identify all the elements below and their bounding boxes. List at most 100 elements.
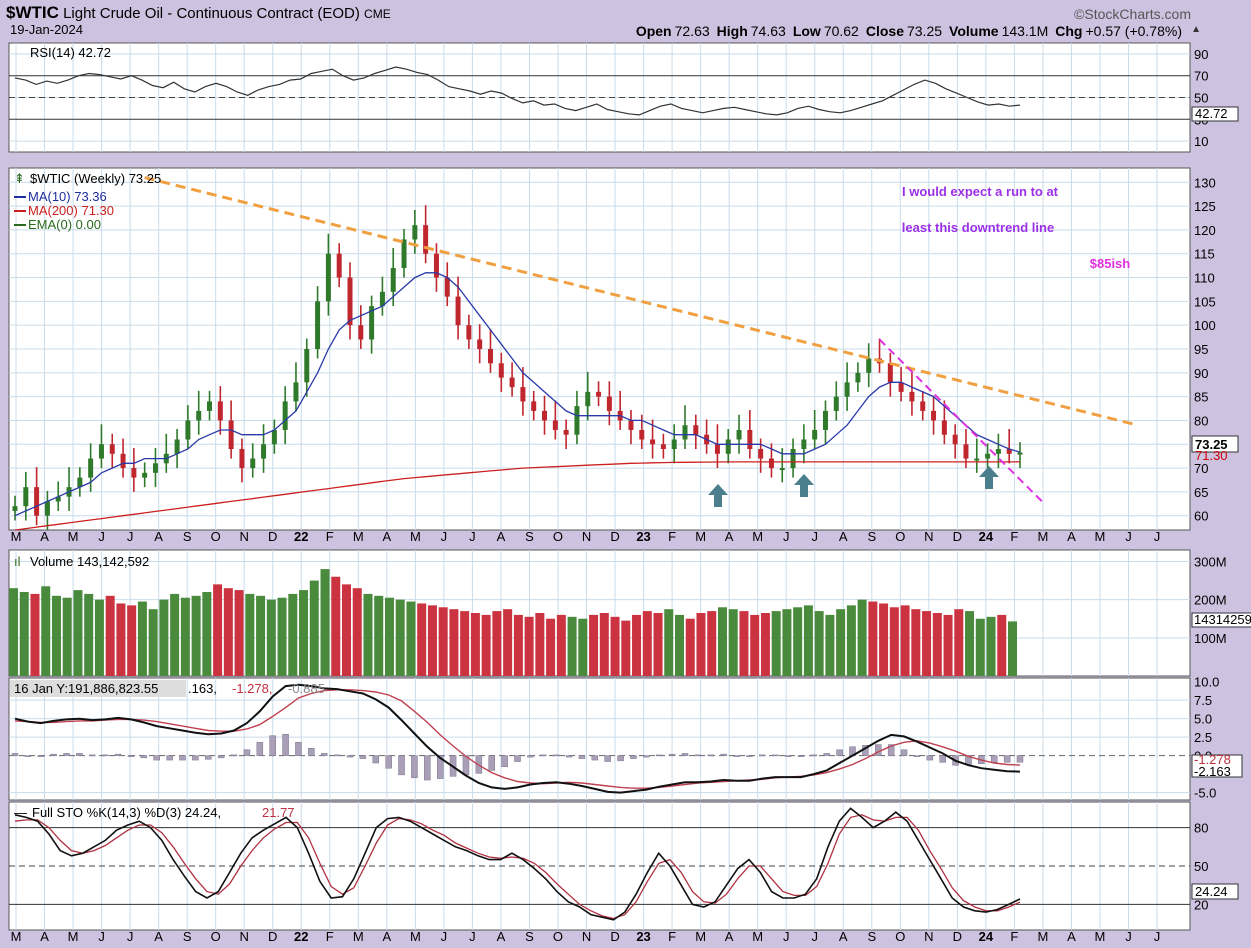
x-label: M xyxy=(1095,529,1106,544)
price-body xyxy=(120,453,126,469)
price-body xyxy=(563,429,569,435)
price-body xyxy=(174,439,180,454)
macd-hist xyxy=(192,755,199,761)
panel-macd xyxy=(8,677,1191,801)
quote-label-chg: Chg xyxy=(1055,23,1083,39)
volume-bar xyxy=(449,609,459,676)
price-body xyxy=(801,439,807,450)
y-tick: -5.0 xyxy=(1194,786,1216,801)
macd-hist xyxy=(591,755,599,761)
quote-value-volume: 143.1M xyxy=(1001,23,1049,39)
price-body xyxy=(444,277,450,297)
macd-hist xyxy=(436,755,444,779)
x-label: S xyxy=(867,929,876,944)
volume-bar xyxy=(234,590,244,676)
volume-bar xyxy=(191,595,201,676)
quote-label-open: Open xyxy=(635,23,672,39)
macd-badge-box xyxy=(1191,754,1243,778)
macd-hist xyxy=(565,755,573,758)
price-body xyxy=(1017,452,1023,455)
macd-hist xyxy=(295,742,302,756)
volume-bar xyxy=(470,613,480,676)
quote-value-chg: +0.57 (+0.78%) xyxy=(1085,23,1182,39)
sto-d-label: 21.77 xyxy=(262,805,295,820)
macd-hist xyxy=(76,753,83,756)
macd-hist xyxy=(630,755,637,759)
x-label: O xyxy=(553,929,563,944)
volume-bar xyxy=(438,607,448,676)
chart-title: $WTIC Light Crude Oil - Continuous Contr… xyxy=(6,3,391,23)
x-label: M xyxy=(1095,929,1106,944)
x-label: S xyxy=(525,529,534,544)
x-label: A xyxy=(725,929,734,944)
price-body xyxy=(779,468,785,471)
collapse-arrow-icon[interactable]: ▲ xyxy=(1191,24,1201,35)
y-tick: 110 xyxy=(1194,271,1215,286)
x-label: D xyxy=(610,929,619,944)
price-body xyxy=(390,268,396,292)
y-tick: 90 xyxy=(1194,47,1208,62)
macd-hist xyxy=(398,755,405,776)
macd-hist xyxy=(720,753,727,756)
y-tick: 105 xyxy=(1194,294,1216,309)
y-tick: 10.0 xyxy=(1194,675,1219,690)
price-body xyxy=(282,401,288,430)
volume-bar xyxy=(427,605,437,676)
volume-bar xyxy=(846,605,856,676)
macd-hist xyxy=(89,754,96,757)
x-label: F xyxy=(326,929,334,944)
macd-hist xyxy=(385,755,392,769)
x-label: J xyxy=(783,929,790,944)
volume-bar xyxy=(503,609,513,676)
price-body xyxy=(628,420,634,430)
macd-hist xyxy=(372,755,380,764)
macd-hist xyxy=(114,753,122,756)
macd-hist xyxy=(50,753,57,756)
price-body xyxy=(552,420,558,430)
x-label: F xyxy=(668,929,676,944)
volume-bar xyxy=(675,614,684,676)
quote-value-close: 73.25 xyxy=(906,23,943,39)
price-body xyxy=(142,472,148,478)
volume-bar xyxy=(374,595,384,676)
x-label: O xyxy=(895,529,905,544)
macd-label-box xyxy=(10,680,186,697)
volume-bar xyxy=(728,609,738,676)
sto-k-line xyxy=(14,807,1021,921)
x-label: J xyxy=(441,929,448,944)
x-label: 23 xyxy=(636,529,650,544)
exchange: CME xyxy=(364,7,391,21)
price-body xyxy=(23,487,29,507)
macd-hist xyxy=(127,755,135,757)
volume-bar xyxy=(739,611,749,676)
volume-bar xyxy=(599,613,609,676)
y-tick: 120 xyxy=(1194,223,1216,238)
price-badge: 73.25 xyxy=(1195,437,1228,452)
rsi-label: RSI(14) 42.72 xyxy=(30,45,111,60)
volume-bar xyxy=(352,588,362,676)
quote-value-low: 70.62 xyxy=(823,23,859,39)
volume-bar xyxy=(170,593,180,676)
volume-bar xyxy=(417,603,427,676)
volume-bar xyxy=(535,613,545,676)
y-tick: 7.5 xyxy=(1194,693,1212,708)
quote-value-high: 74.63 xyxy=(750,23,786,39)
x-label: A xyxy=(839,929,848,944)
price-body xyxy=(477,339,483,349)
support-arrow-icon xyxy=(794,474,814,497)
price-body xyxy=(44,501,50,516)
x-label: A xyxy=(40,929,49,944)
macd-hist xyxy=(308,747,315,756)
macd-hist xyxy=(320,753,328,756)
volume-bar xyxy=(395,599,405,676)
price-body xyxy=(498,363,504,378)
volume-bar xyxy=(868,601,878,676)
price-body xyxy=(660,444,666,450)
macd-hist xyxy=(501,755,508,767)
ma10-line xyxy=(14,272,1021,517)
macd-signal xyxy=(14,689,1021,789)
volume-bar xyxy=(782,609,792,676)
volume-bar xyxy=(342,584,351,676)
macd-hist xyxy=(153,755,160,761)
x-label: A xyxy=(382,529,391,544)
